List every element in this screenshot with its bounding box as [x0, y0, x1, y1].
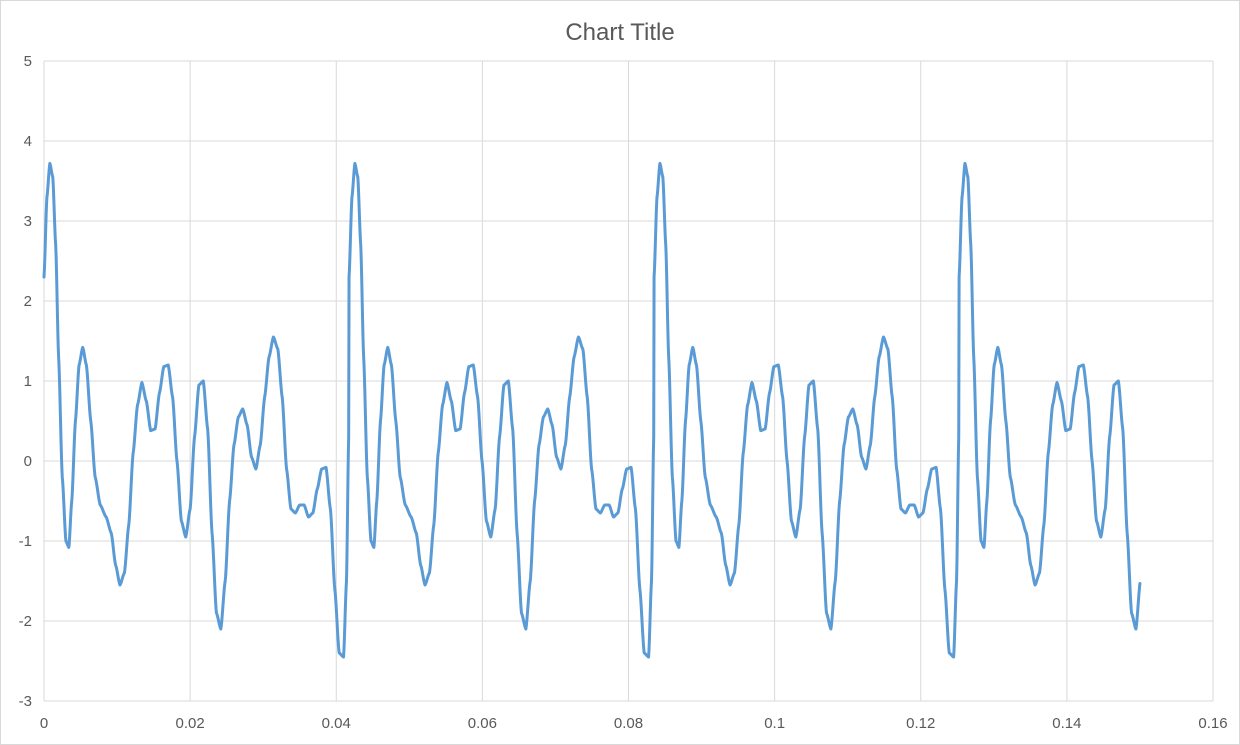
y-axis-ticks: 5 4 3 2 1 0 -1 -2 -3 [19, 53, 32, 710]
y-tick-label: -3 [19, 693, 32, 710]
x-tick-label: 0.02 [176, 715, 205, 732]
y-tick-label: 3 [24, 213, 32, 230]
series-layer [42, 161, 1142, 659]
y-tick-label: -2 [19, 613, 32, 630]
y-tick-label: 0 [24, 453, 32, 470]
y-tick-label: 2 [24, 293, 32, 310]
x-tick-label: 0.04 [322, 715, 351, 732]
y-tick-label: -1 [19, 533, 32, 550]
series-line [42, 161, 1142, 659]
x-tick-label: 0.12 [906, 715, 935, 732]
y-tick-label: 1 [24, 373, 32, 390]
x-tick-label: 0.14 [1052, 715, 1081, 732]
x-tick-label: 0 [40, 715, 48, 732]
chart-title: Chart Title [565, 19, 675, 46]
x-tick-label: 0.08 [614, 715, 643, 732]
gridlines [43, 60, 1214, 702]
y-tick-label: 4 [24, 133, 32, 150]
x-axis-ticks: 0 0.02 0.04 0.06 0.08 0.1 0.12 0.14 0.16 [40, 715, 1228, 732]
x-tick-label: 0.16 [1198, 715, 1227, 732]
y-tick-label: 5 [24, 53, 32, 70]
x-tick-label: 0.1 [764, 715, 785, 732]
x-tick-label: 0.06 [468, 715, 497, 732]
